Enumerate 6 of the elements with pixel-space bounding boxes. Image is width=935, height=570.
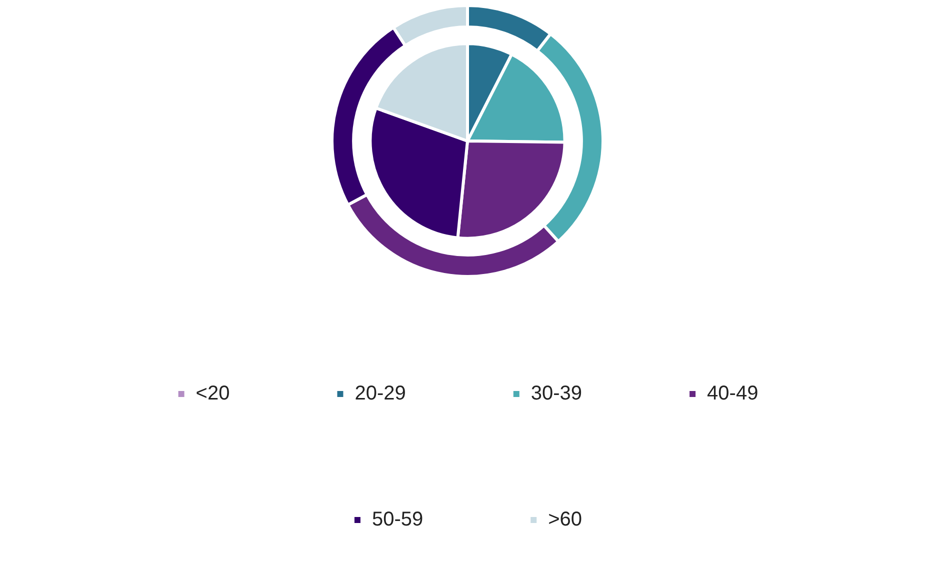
legend-label: 50-59 xyxy=(372,508,424,531)
legend-label: 30-39 xyxy=(530,382,582,405)
legend-label: <20 xyxy=(196,382,230,405)
legend-label: >60 xyxy=(548,508,582,531)
legend-label: 40-49 xyxy=(707,382,758,405)
legend-label: 20-29 xyxy=(354,382,406,405)
